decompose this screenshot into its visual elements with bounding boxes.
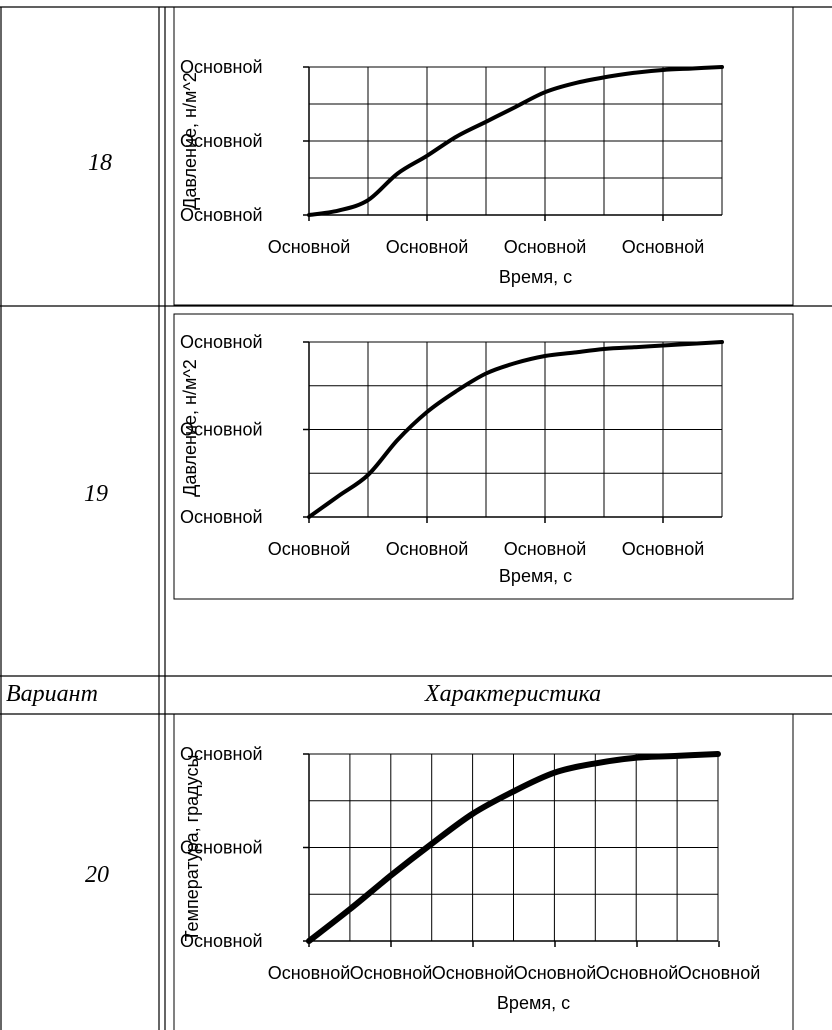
y-tick-label: Основной xyxy=(180,744,263,764)
y-tick-label: Основной xyxy=(180,131,263,151)
header-characteristic: Характеристика xyxy=(424,681,601,707)
x-tick-label: Основной xyxy=(268,963,351,983)
header-variant: Вариант xyxy=(6,681,98,707)
series-line xyxy=(306,751,721,944)
variant-number-18: 18 xyxy=(88,150,112,176)
y-tick-label: Основной xyxy=(180,931,263,951)
x-axis-label: Время, с xyxy=(499,566,572,586)
x-tick-label: Основной xyxy=(386,237,469,257)
x-tick-label: Основной xyxy=(622,539,705,559)
x-tick-label: Основной xyxy=(504,539,587,559)
chart-frame-19 xyxy=(173,313,794,600)
y-tick-label: Основной xyxy=(180,420,263,440)
series-line xyxy=(307,340,724,519)
variant-number-19: 19 xyxy=(84,481,108,507)
x-tick-label: Основной xyxy=(386,539,469,559)
x-tick-label: Основной xyxy=(268,237,351,257)
variant-number-20: 20 xyxy=(85,862,109,888)
x-tick-label: Основной xyxy=(596,963,679,983)
y-axis-label: Температура, градусы xyxy=(182,755,202,942)
x-tick-label: Основной xyxy=(678,963,761,983)
table-grid xyxy=(0,6,832,1030)
y-axis-label: Давление, н/м^2 xyxy=(180,359,200,497)
chart-frames xyxy=(173,6,794,1030)
y-tick-label: Основной xyxy=(180,57,263,77)
x-tick-label: Основной xyxy=(432,963,515,983)
x-tick-label: Основной xyxy=(514,963,597,983)
y-tick-label: Основной xyxy=(180,507,263,527)
chart-frame-18 xyxy=(173,6,794,306)
x-tick-label: Основной xyxy=(504,237,587,257)
y-tick-label: Основной xyxy=(180,205,263,225)
x-tick-label: Основной xyxy=(622,237,705,257)
x-axis-label: Время, с xyxy=(499,267,572,287)
x-axis-label: Время, с xyxy=(497,993,570,1013)
series-line xyxy=(307,65,724,217)
y-tick-label: Основной xyxy=(180,838,263,858)
x-tick-label: Основной xyxy=(350,963,433,983)
y-tick-label: Основной xyxy=(180,332,263,352)
x-tick-label: Основной xyxy=(268,539,351,559)
y-axis-label: Давление, н/м^2 xyxy=(180,72,200,210)
